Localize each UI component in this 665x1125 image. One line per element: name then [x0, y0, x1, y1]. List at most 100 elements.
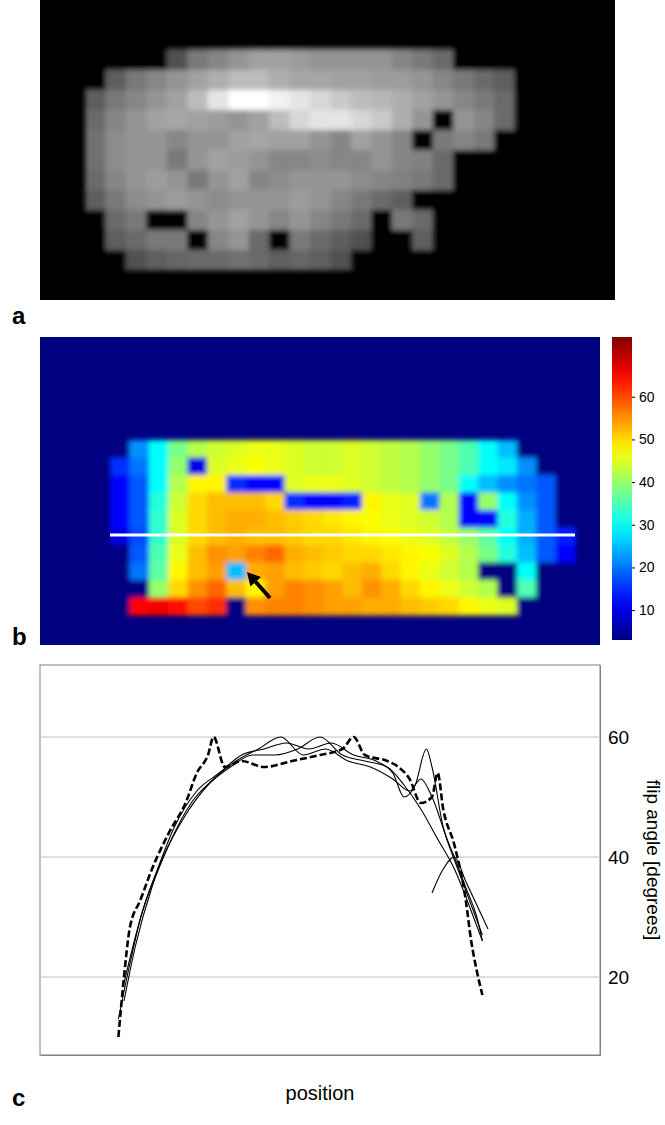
- map-cell: [149, 598, 169, 616]
- map-cell: [351, 90, 372, 111]
- map-cell: [246, 440, 266, 458]
- map-cell: [167, 50, 188, 71]
- map-cell: [433, 90, 454, 111]
- map-cell: [323, 545, 343, 563]
- panel-letter: c: [12, 1084, 25, 1111]
- map-cell: [284, 528, 304, 546]
- colorbar-axis: 102030405060: [632, 338, 655, 641]
- map-cell: [478, 580, 498, 598]
- plot-frame: [40, 665, 600, 1055]
- map-cell: [208, 250, 229, 271]
- map-cell: [269, 70, 290, 91]
- map-cell: [110, 563, 130, 581]
- map-cell: [343, 563, 363, 581]
- map-cell: [515, 70, 536, 91]
- map-cell: [330, 130, 351, 151]
- colorbar-tick: 60: [632, 389, 655, 405]
- colorbar-tick: 50: [632, 431, 655, 447]
- y-tick-label: 40: [608, 847, 629, 868]
- map-cell: [265, 545, 285, 563]
- colorbar-tick-mark: [632, 525, 635, 526]
- colorbar-tick: 20: [632, 559, 655, 575]
- y-axis-line: [600, 666, 601, 1056]
- map-cell: [478, 545, 498, 563]
- map-cell: [249, 170, 270, 191]
- map-cell: [517, 545, 537, 563]
- map-cell: [146, 50, 167, 71]
- map-cell: [284, 598, 304, 616]
- map-cell: [304, 598, 324, 616]
- map-cell: [433, 130, 454, 151]
- y-tick: 40: [600, 847, 629, 868]
- map-cell: [323, 510, 343, 528]
- map-cell: [110, 510, 130, 528]
- map-cell: [351, 70, 372, 91]
- map-cell: [381, 510, 401, 528]
- map-cell: [459, 440, 479, 458]
- map-cell: [105, 250, 126, 271]
- map-cell: [362, 440, 382, 458]
- map-cell: [478, 458, 498, 476]
- map-cell: [188, 510, 208, 528]
- map-cell: [362, 510, 382, 528]
- map-cell: [207, 440, 227, 458]
- map-cell: [478, 563, 498, 581]
- map-cell: [412, 210, 433, 231]
- map-cell: [208, 150, 229, 171]
- map-cell: [188, 563, 208, 581]
- map-cell: [412, 150, 433, 171]
- map-cell: [420, 493, 440, 511]
- map-cell: [453, 150, 474, 171]
- map-cell: [284, 440, 304, 458]
- map-cell: [187, 90, 208, 111]
- map-cell: [168, 598, 188, 616]
- map-cell: [126, 230, 147, 251]
- map-cell: [351, 50, 372, 71]
- map-cell: [343, 545, 363, 563]
- map-cell: [228, 30, 249, 51]
- map-cell: [498, 528, 518, 546]
- map-cell: [392, 230, 413, 251]
- map-cell: [129, 580, 149, 598]
- map-cell: [494, 30, 515, 51]
- map-cell: [371, 210, 392, 231]
- dashed-profile: [118, 737, 482, 1037]
- map-cell: [330, 150, 351, 171]
- map-cell: [433, 110, 454, 131]
- map-cell: [412, 90, 433, 111]
- map-cell: [343, 475, 363, 493]
- map-cell: [498, 545, 518, 563]
- map-cell: [412, 70, 433, 91]
- map-cell: [304, 563, 324, 581]
- map-cell: [517, 580, 537, 598]
- figure: a102030405060b204060flip angle [degrees]…: [0, 0, 665, 1125]
- map-cell: [439, 493, 459, 511]
- map-cell: [207, 563, 227, 581]
- map-cell: [188, 475, 208, 493]
- map-cell: [323, 563, 343, 581]
- map-cell: [453, 190, 474, 211]
- map-cell: [146, 250, 167, 271]
- map-cell: [207, 458, 227, 476]
- panel-letter: b: [12, 623, 27, 650]
- map-cell: [208, 210, 229, 231]
- map-cell: [168, 545, 188, 563]
- map-cell: [362, 580, 382, 598]
- map-cell: [85, 190, 106, 211]
- map-cell: [351, 250, 372, 271]
- map-cell: [474, 130, 495, 151]
- map-cell: [371, 190, 392, 211]
- map-cell: [167, 210, 188, 231]
- profile: [432, 857, 488, 929]
- map-cell: [146, 210, 167, 231]
- map-cell: [494, 210, 515, 231]
- map-cell: [129, 510, 149, 528]
- map-cell: [494, 190, 515, 211]
- map-cell: [129, 545, 149, 563]
- map-cell: [343, 493, 363, 511]
- map-cell: [265, 563, 285, 581]
- y-tick-label: 60: [608, 727, 629, 748]
- map-cell: [498, 440, 518, 458]
- map-cell: [110, 440, 130, 458]
- map-cell: [412, 30, 433, 51]
